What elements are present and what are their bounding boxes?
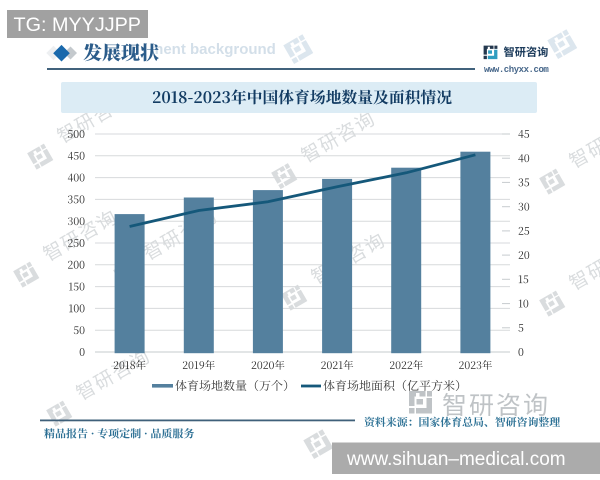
svg-text:ment background: ment background: [150, 41, 276, 58]
svg-text:TG: MYYJJPP: TG: MYYJJPP: [14, 14, 142, 36]
svg-text:www.chyxx.com: www.chyxx.com: [484, 65, 549, 75]
svg-text:www.sihuan–medical.com: www.sihuan–medical.com: [346, 449, 566, 470]
